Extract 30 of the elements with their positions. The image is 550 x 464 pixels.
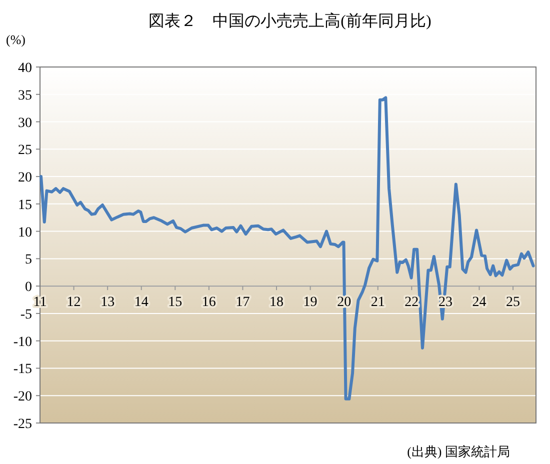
y-tick-label: 5 (25, 252, 32, 268)
x-tick-label: 14 (134, 295, 148, 310)
y-tick-label: -10 (13, 334, 32, 350)
x-tick-label: 16 (202, 295, 216, 310)
x-tick-label: 17 (236, 295, 250, 310)
y-tick-label: 20 (18, 170, 32, 186)
x-tick-label: 15 (168, 295, 182, 310)
x-tick-label: 18 (270, 295, 284, 310)
x-tick-label: 11 (33, 295, 47, 310)
y-tick-label: 0 (25, 280, 32, 296)
y-tick-label: 35 (18, 88, 32, 104)
y-tick-label: -25 (13, 417, 32, 432)
y-tick-label: 30 (18, 116, 32, 131)
x-tick-label: 21 (370, 295, 385, 310)
x-tick-label: 19 (303, 295, 318, 310)
y-tick-label: -15 (13, 362, 32, 378)
x-tick-label: 25 (506, 295, 520, 310)
text: (出典) 国家統計局 (407, 444, 510, 459)
y-axis-title: (%) (6, 32, 26, 47)
x-tick-label: 22 (404, 295, 419, 310)
y-tick-label: 25 (18, 143, 32, 158)
y-tick-label: 10 (18, 225, 32, 240)
y-tick-label: -5 (20, 307, 32, 322)
x-tick-label: 24 (472, 295, 486, 310)
y-tick-label: 15 (18, 198, 32, 213)
y-tick-label: -20 (13, 390, 32, 405)
x-tick-label: 12 (66, 295, 81, 310)
chart-title: 図表２ 中国の小売売上高(前年同月比) (148, 12, 432, 30)
x-tick-label: 13 (100, 295, 115, 310)
y-tick-label: 40 (18, 61, 32, 76)
